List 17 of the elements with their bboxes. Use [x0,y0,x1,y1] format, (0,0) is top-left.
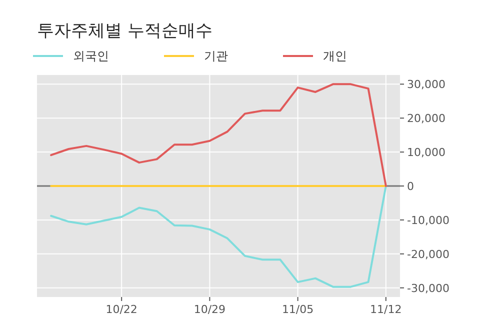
x-tick-label: 11/12 [370,303,402,316]
legend-label: 외국인 [73,49,109,63]
line-series [50,83,387,187]
chart-title: 투자주체별 누적순매수 [37,21,212,41]
line-series [50,185,387,288]
y-tick-label: -30,000 [407,282,450,295]
legend-label: 개인 [323,49,347,63]
y-tick-label: 20,000 [407,112,446,126]
x-tick-label: 10/22 [106,303,138,316]
y-tick-label: 30,000 [407,78,446,92]
y-tick-label: -10,000 [407,214,450,227]
legend-label: 기관 [204,49,228,63]
x-tick-label: 11/05 [282,303,314,316]
y-tick-label: 0 [407,180,414,193]
y-tick-label: 10,000 [407,146,446,160]
y-tick-label: -20,000 [407,248,450,261]
x-tick-label: 10/29 [194,303,226,316]
